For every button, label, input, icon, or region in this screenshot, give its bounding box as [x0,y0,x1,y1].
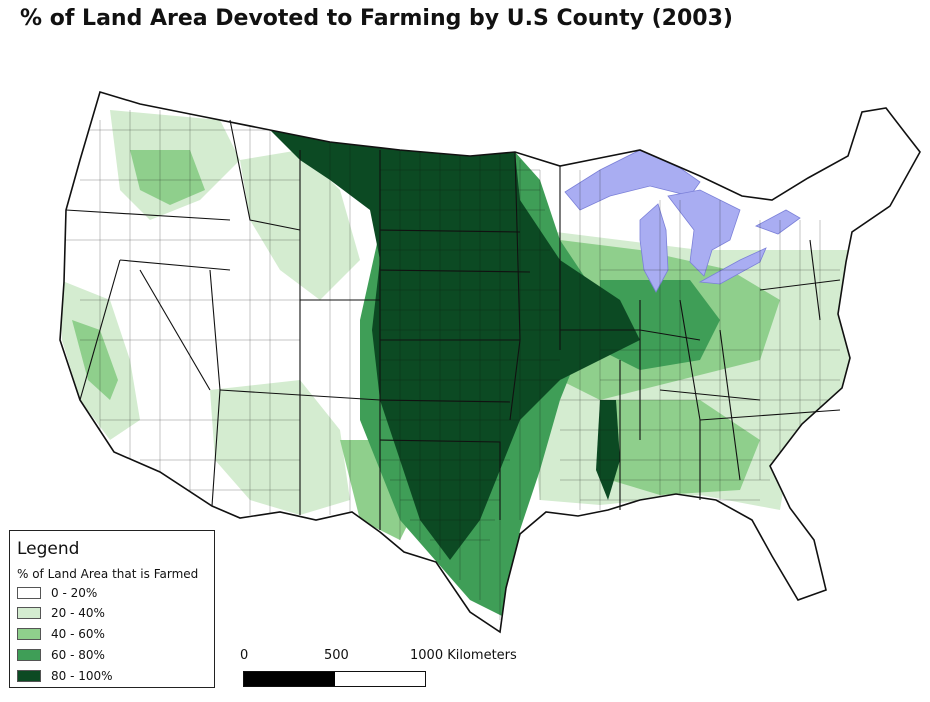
map-title: % of Land Area Devoted to Farming by U.S… [20,6,733,31]
legend-item: 20 - 40% [17,605,105,621]
state-borders [65,119,841,530]
legend: Legend % of Land Area that is Farmed 0 -… [9,530,215,688]
legend-item: 0 - 20% [17,585,97,601]
legend-item: 40 - 60% [17,626,105,642]
scale-label-500: 500 [324,648,349,663]
lake-superior [564,149,701,211]
legend-item: 60 - 80% [17,647,105,663]
legend-label: 40 - 60% [51,627,105,641]
legend-title: Legend [17,539,80,559]
legend-item: 80 - 100% [17,668,113,684]
legend-swatch [17,670,41,682]
region-delta-darkest [596,400,620,500]
region-southwest-light [210,380,350,515]
legend-label: 0 - 20% [51,586,98,600]
lake-ontario [755,209,801,235]
scale-label-1000: 1000 Kilometers [410,648,517,663]
legend-subtitle: % of Land Area that is Farmed [17,567,199,581]
legend-label: 60 - 80% [51,648,105,662]
region-corn-belt-darkest [270,130,640,560]
legend-swatch [17,628,41,640]
region-palouse-medium [130,150,205,205]
legend-swatch [17,607,41,619]
legend-swatch [17,649,41,661]
legend-swatch [17,587,41,599]
scale-label-0: 0 [240,648,249,663]
scale-bar [243,671,426,687]
county-grid [66,110,840,620]
lake-erie [698,247,767,285]
legend-label: 20 - 40% [51,606,105,620]
lake-huron [667,189,741,277]
us-outline [59,91,921,634]
scale-bar-black-segment [244,672,335,686]
legend-label: 80 - 100% [51,669,113,683]
